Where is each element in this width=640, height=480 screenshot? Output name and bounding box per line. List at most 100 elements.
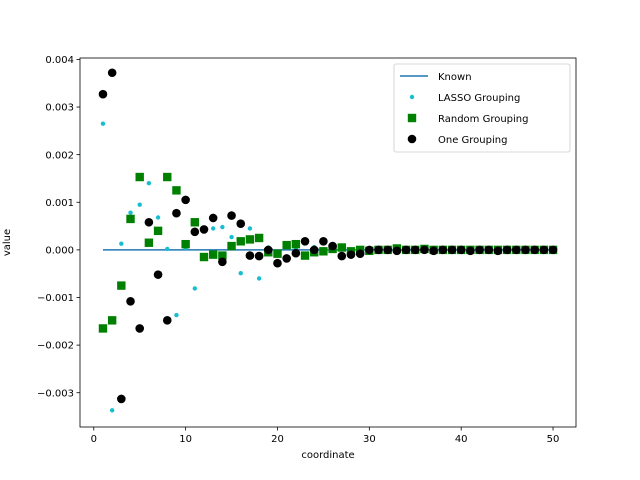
one-grouping-point — [227, 211, 236, 220]
lasso-grouping-point — [210, 226, 216, 231]
legend-label: Known — [438, 72, 472, 83]
one-grouping-point — [420, 245, 429, 255]
x-tick-label: 0 — [91, 434, 97, 445]
legend-label: Random Grouping — [438, 114, 529, 125]
one-grouping-point — [493, 246, 503, 256]
one-grouping-point — [539, 245, 549, 255]
one-grouping-point — [319, 237, 328, 246]
one-grouping-point — [254, 251, 264, 261]
lasso-grouping-point — [229, 234, 234, 240]
one-grouping-point — [365, 245, 374, 255]
random-grouping-point — [126, 214, 135, 224]
one-grouping-series — [98, 68, 558, 404]
x-tick-label: 20 — [271, 434, 284, 445]
one-grouping-point — [181, 195, 190, 205]
y-axis-ticks: −0.003 −0.002 −0.001 0.000 0.001 0.002 0.003 0.… — [37, 55, 80, 399]
one-grouping-legend-swatch — [407, 134, 417, 144]
legend-entry: Known — [400, 72, 472, 83]
random-grouping-legend-swatch — [407, 113, 417, 123]
random-grouping-point — [181, 239, 190, 249]
one-grouping-point — [117, 394, 126, 404]
one-grouping-point — [337, 251, 347, 261]
one-grouping-point — [107, 68, 117, 78]
one-grouping-point — [521, 245, 530, 255]
y-tick-label: 0.002 — [45, 150, 74, 161]
legend-entry: Random Grouping — [407, 113, 529, 125]
one-grouping-point — [144, 217, 154, 227]
lasso-grouping-point — [146, 181, 152, 186]
x-tick-label: 30 — [363, 434, 376, 445]
one-grouping-point — [218, 257, 227, 267]
legend-label: One Grouping — [438, 135, 507, 146]
y-tick-label: 0.003 — [45, 103, 74, 114]
one-grouping-point — [273, 258, 282, 268]
x-tick-label: 50 — [547, 434, 560, 445]
random-grouping-point — [236, 237, 245, 246]
y-tick-label: −0.003 — [37, 388, 74, 399]
random-grouping-point — [319, 247, 328, 256]
random-grouping-point — [199, 252, 209, 262]
lasso-grouping-point — [165, 246, 170, 252]
random-grouping-point — [208, 250, 218, 259]
y-tick-label: 0.004 — [45, 55, 74, 66]
one-grouping-point — [447, 245, 457, 255]
one-grouping-point — [401, 245, 411, 255]
one-grouping-point — [346, 250, 356, 259]
random-grouping-point — [98, 324, 108, 333]
one-grouping-point — [208, 213, 218, 223]
y-tick-label: 0.001 — [45, 198, 74, 209]
one-grouping-point — [263, 245, 273, 255]
one-grouping-point — [126, 297, 135, 306]
lasso-grouping-point — [256, 276, 262, 281]
one-grouping-point — [135, 324, 145, 333]
one-grouping-point — [309, 245, 319, 255]
one-grouping-point — [429, 246, 438, 256]
legend-label: LASSO Grouping — [438, 93, 520, 104]
one-grouping-point — [548, 245, 558, 255]
one-grouping-point — [374, 245, 383, 255]
random-grouping-point — [153, 226, 163, 236]
random-grouping-point — [163, 172, 172, 182]
random-grouping-point — [337, 243, 346, 252]
lasso-grouping-point — [155, 215, 161, 220]
one-grouping-point — [511, 245, 521, 255]
one-grouping-point — [172, 208, 181, 218]
one-grouping-point — [466, 246, 475, 256]
one-grouping-point — [153, 270, 163, 279]
random-grouping-point — [117, 281, 126, 290]
random-grouping-point — [144, 238, 154, 247]
random-grouping-point — [107, 316, 117, 325]
random-grouping-point — [254, 233, 264, 243]
random-grouping-point — [172, 186, 181, 195]
legend-box — [393, 63, 571, 153]
lasso-grouping-point — [247, 226, 253, 231]
legend-entry: LASSO Grouping — [409, 93, 520, 104]
lasso-grouping-point — [192, 286, 198, 291]
lasso-grouping-point — [100, 121, 106, 126]
random-grouping-point — [227, 241, 236, 251]
lasso-grouping-point — [137, 202, 142, 207]
random-grouping-point — [218, 251, 227, 260]
one-grouping-point — [410, 245, 420, 255]
one-grouping-point — [355, 249, 365, 258]
lasso-grouping-point — [109, 408, 115, 413]
axes-frame — [79, 57, 577, 428]
one-grouping-point — [245, 251, 255, 260]
one-grouping-point — [502, 245, 512, 255]
random-grouping-point — [282, 240, 291, 250]
legend: Known LASSO Grouping Random Grouping One Gr… — [393, 63, 571, 153]
one-grouping-point — [190, 227, 200, 237]
lasso-grouping-point — [174, 312, 179, 318]
one-grouping-point — [300, 237, 310, 246]
y-axis-label: value — [2, 229, 13, 256]
one-grouping-point — [392, 246, 402, 256]
y-tick-label: −0.001 — [37, 293, 74, 304]
random-grouping-point — [135, 172, 144, 182]
one-grouping-point — [328, 241, 337, 251]
lasso-grouping-point — [238, 271, 243, 276]
x-axis-ticks: 0 10 20 30 40 50 — [91, 427, 560, 445]
x-tick-label: 10 — [179, 434, 192, 445]
y-tick-label: −0.002 — [37, 341, 74, 352]
random-grouping-point — [291, 239, 301, 249]
